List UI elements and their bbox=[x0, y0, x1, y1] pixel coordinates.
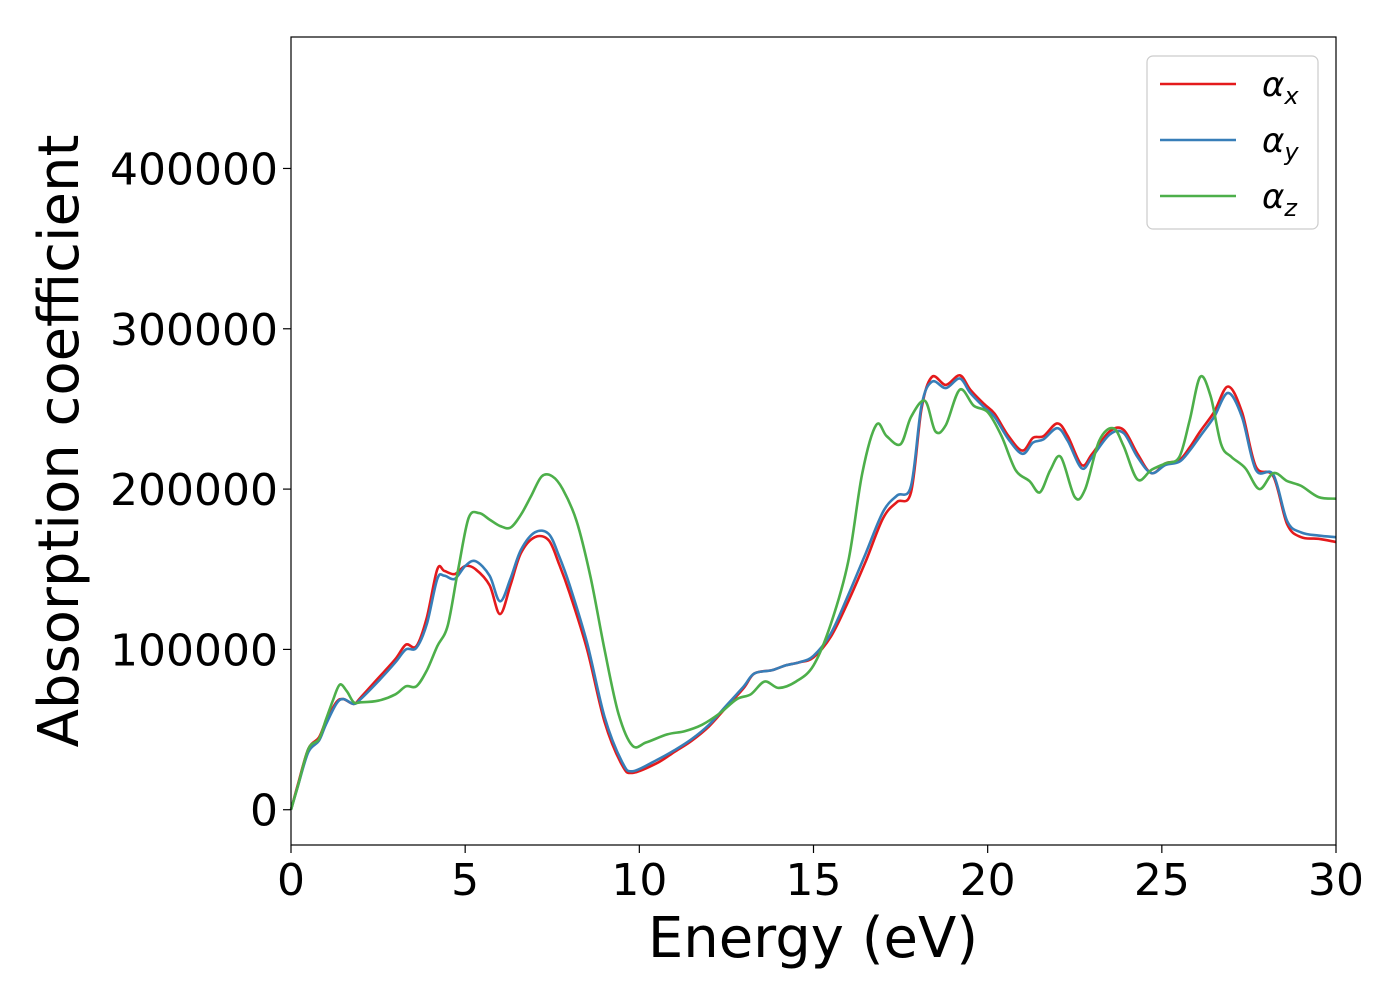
legend-box bbox=[1146, 55, 1319, 230]
legend-label-y: αy bbox=[1262, 121, 1299, 166]
x-axis-title: Energy (eV) bbox=[648, 906, 978, 971]
x-tick-label: 5 bbox=[451, 855, 479, 906]
x-tick-label: 15 bbox=[786, 855, 842, 906]
legend-label-x: αx bbox=[1262, 65, 1299, 110]
x-tick-label: 20 bbox=[960, 855, 1016, 906]
legend-label-sub: x bbox=[1283, 82, 1299, 110]
y-tick-label: 100000 bbox=[110, 625, 278, 676]
y-tick-label: 400000 bbox=[110, 144, 278, 195]
x-axis-ticks: 0 5 10 15 20 25 30 bbox=[277, 845, 1364, 906]
x-tick-label: 0 bbox=[277, 855, 305, 906]
x-tick-label: 25 bbox=[1134, 855, 1190, 906]
y-tick-label: 0 bbox=[250, 786, 278, 837]
series-layer bbox=[289, 374, 1337, 811]
y-tick-label: 300000 bbox=[110, 305, 278, 356]
legend-label-sub: z bbox=[1283, 194, 1298, 222]
legend-label-sub: y bbox=[1283, 138, 1299, 166]
y-tick-label: 200000 bbox=[110, 465, 278, 516]
y-axis-title: Absorption coefficient bbox=[27, 135, 92, 748]
legend-label-main: α bbox=[1262, 121, 1284, 161]
legend-label-main: α bbox=[1262, 65, 1284, 105]
y-axis-ticks: 0 100000 200000 300000 400000 bbox=[110, 144, 291, 837]
legend-label-z: αz bbox=[1262, 177, 1298, 222]
x-tick-label: 10 bbox=[611, 855, 667, 906]
x-tick-label: 30 bbox=[1308, 855, 1364, 906]
series-line-z bbox=[289, 374, 1337, 811]
legend-label-main: α bbox=[1262, 177, 1284, 217]
